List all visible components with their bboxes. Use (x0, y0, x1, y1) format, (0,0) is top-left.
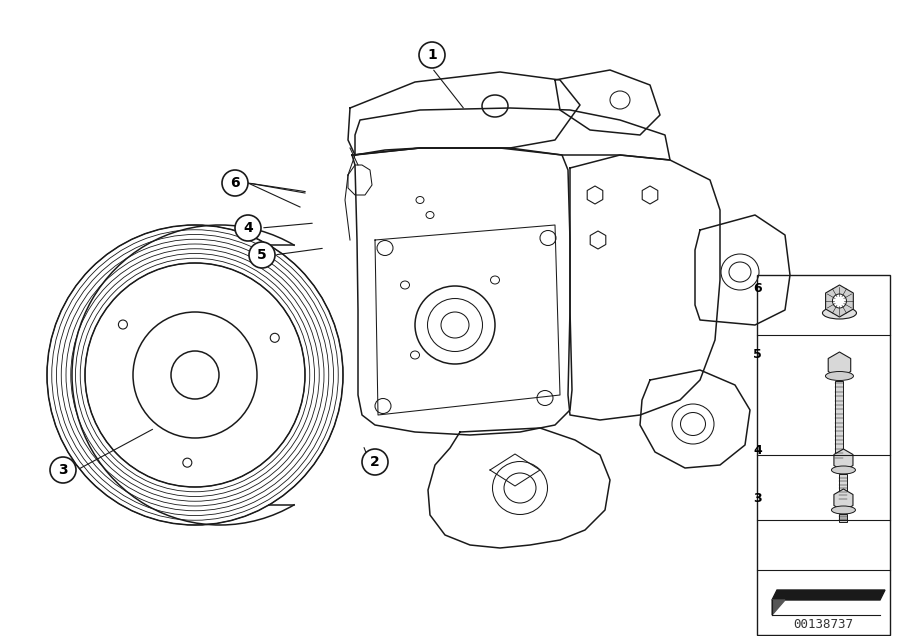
Ellipse shape (823, 307, 857, 319)
Text: 3: 3 (753, 492, 762, 504)
Polygon shape (772, 600, 785, 615)
Text: 3: 3 (58, 463, 68, 477)
Bar (757, 275, 890, 635)
Text: 5: 5 (753, 349, 762, 361)
Text: 4: 4 (753, 445, 762, 457)
Text: 6: 6 (230, 176, 239, 190)
Text: 6: 6 (753, 282, 762, 296)
Bar (835, 381, 843, 460)
Text: 5: 5 (257, 248, 267, 262)
Circle shape (50, 457, 76, 483)
Bar (840, 514, 848, 522)
Bar (840, 474, 848, 502)
Circle shape (419, 42, 445, 68)
Ellipse shape (832, 506, 855, 514)
Circle shape (222, 170, 248, 196)
Text: 4: 4 (243, 221, 253, 235)
Ellipse shape (825, 371, 853, 380)
Circle shape (832, 294, 847, 308)
Ellipse shape (832, 466, 855, 474)
Circle shape (362, 449, 388, 475)
Circle shape (249, 242, 275, 268)
Text: 2: 2 (370, 455, 380, 469)
Circle shape (235, 215, 261, 241)
Text: 1: 1 (428, 48, 436, 62)
Polygon shape (772, 590, 885, 600)
Text: 00138737: 00138737 (794, 618, 853, 632)
